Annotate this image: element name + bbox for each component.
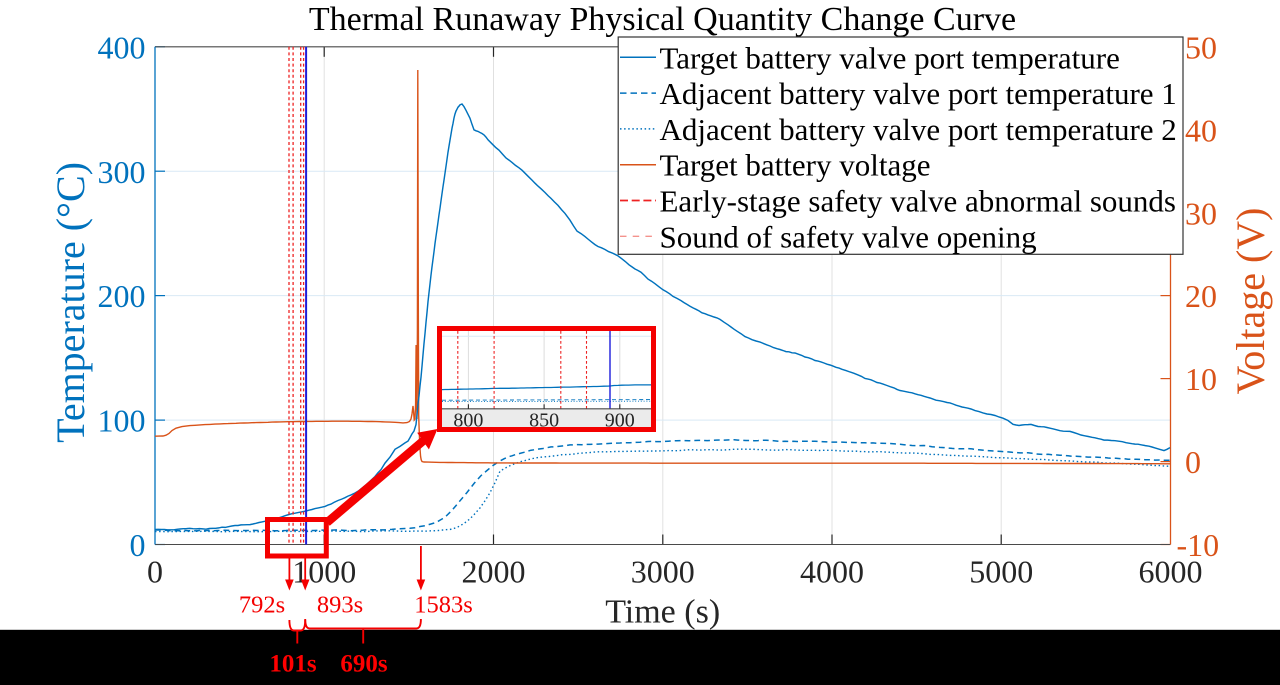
svg-text:0: 0 <box>1185 444 1201 480</box>
svg-text:850: 850 <box>529 410 559 432</box>
svg-text:6000: 6000 <box>1139 554 1203 590</box>
svg-text:101s: 101s <box>269 651 317 678</box>
svg-text:40: 40 <box>1185 112 1217 148</box>
svg-text:0: 0 <box>147 554 163 590</box>
svg-text:Temperature (°C): Temperature (°C) <box>48 162 93 443</box>
svg-text:-10: -10 <box>1177 527 1220 563</box>
svg-text:100: 100 <box>98 403 146 439</box>
svg-text:200: 200 <box>98 278 146 314</box>
svg-text:Voltage (V): Voltage (V) <box>1228 208 1273 395</box>
svg-text:10: 10 <box>1185 361 1217 397</box>
svg-text:Target battery valve port temp: Target battery valve port temperature <box>660 40 1120 75</box>
svg-text:4000: 4000 <box>800 554 864 590</box>
svg-text:Thermal Runaway Physical Quant: Thermal Runaway Physical Quantity Change… <box>309 1 1016 38</box>
svg-text:Adjacent battery valve port te: Adjacent battery valve port temperature … <box>660 76 1177 111</box>
svg-text:Early-stage safety valve abnor: Early-stage safety valve abnormal sounds <box>660 184 1177 219</box>
svg-text:1583s: 1583s <box>414 592 473 619</box>
svg-text:Sound of safety valve opening: Sound of safety valve opening <box>660 219 1037 254</box>
svg-text:893s: 893s <box>317 592 363 619</box>
svg-text:400: 400 <box>98 29 146 65</box>
svg-text:5000: 5000 <box>969 554 1033 590</box>
svg-text:20: 20 <box>1185 278 1217 314</box>
svg-text:Target battery voltage: Target battery voltage <box>660 148 931 183</box>
svg-text:50: 50 <box>1185 29 1217 65</box>
svg-text:1000: 1000 <box>292 554 356 590</box>
svg-text:30: 30 <box>1185 195 1217 231</box>
svg-text:300: 300 <box>98 154 146 190</box>
svg-text:900: 900 <box>605 410 635 432</box>
svg-text:Adjacent battery valve port te: Adjacent battery valve port temperature … <box>660 112 1177 147</box>
svg-text:2000: 2000 <box>462 554 526 590</box>
svg-text:3000: 3000 <box>631 554 695 590</box>
svg-text:792s: 792s <box>239 592 285 619</box>
svg-text:0: 0 <box>130 527 146 563</box>
svg-text:800: 800 <box>453 410 483 432</box>
svg-text:690s: 690s <box>340 651 388 678</box>
svg-text:Time (s): Time (s) <box>605 594 720 631</box>
